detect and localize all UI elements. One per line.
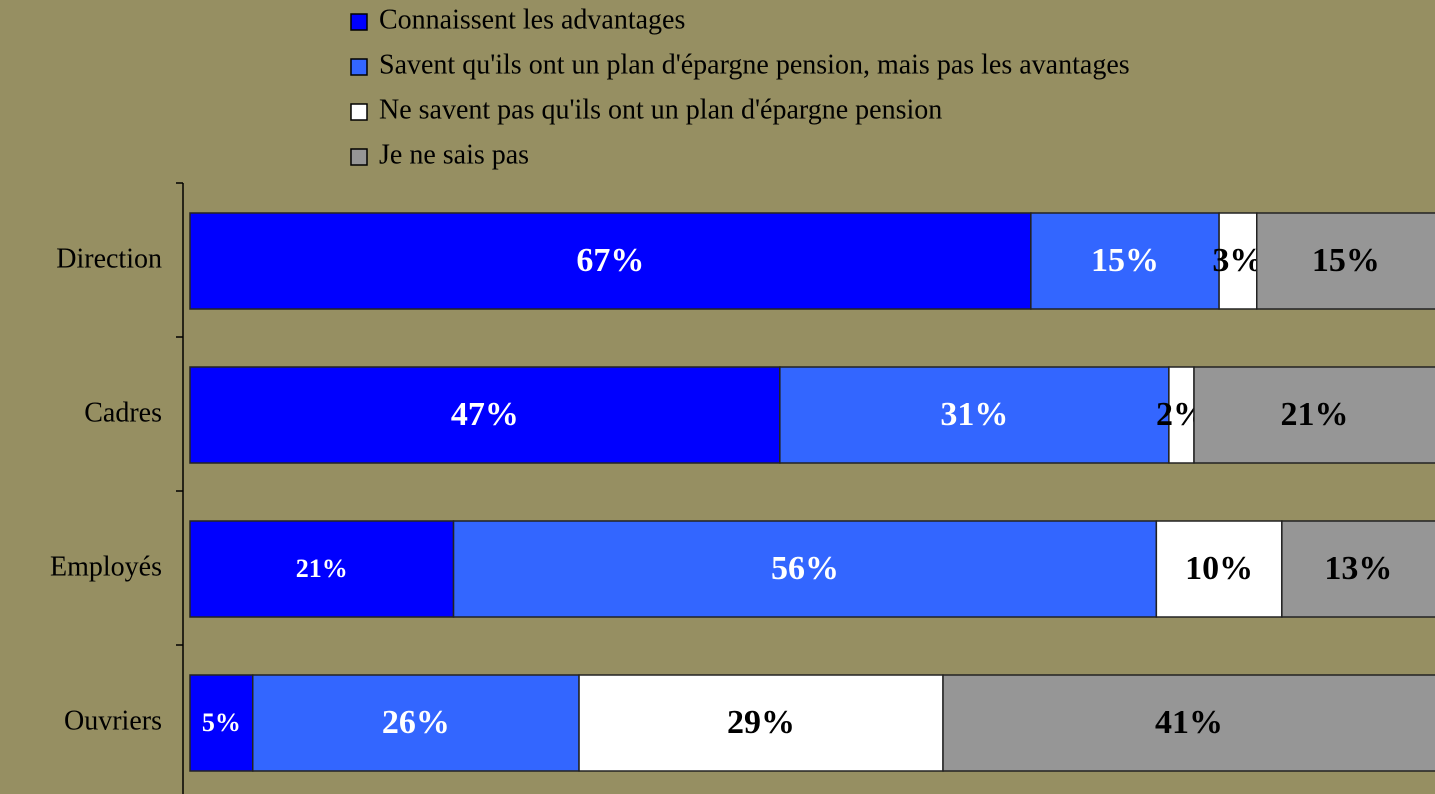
value-label: 31%: [940, 396, 1008, 433]
value-label: 41%: [1155, 704, 1223, 741]
y-tick-label: Employés: [50, 551, 162, 582]
value-label: 47%: [451, 396, 519, 433]
bar-segment: [252, 674, 580, 772]
legend-swatch: [350, 103, 368, 121]
bar-segment: [189, 520, 455, 618]
bar-segment: [452, 520, 1158, 618]
bar-segment: [1193, 366, 1435, 464]
bar-segment: [578, 674, 944, 772]
value-label: 15%: [1091, 242, 1159, 279]
value-label: 3%: [1212, 242, 1263, 279]
legend-swatch: [350, 148, 368, 166]
value-label: 5%: [202, 708, 241, 737]
value-label: 13%: [1324, 550, 1392, 587]
bar-segment: [1155, 520, 1283, 618]
value-label: 10%: [1185, 550, 1253, 587]
y-tick-label: Direction: [56, 243, 162, 274]
bar-segment: [1281, 520, 1435, 618]
y-tick-label: Cadres: [84, 397, 162, 428]
bar-segment: [1030, 212, 1220, 310]
legend-label: Je ne sais pas: [379, 139, 529, 170]
value-label: 15%: [1312, 242, 1380, 279]
bar-segment: [189, 366, 781, 464]
value-label: 29%: [727, 704, 795, 741]
legend-label: Connaissent les advantages: [379, 4, 685, 35]
bar-segment: [189, 212, 1032, 310]
value-label: 21%: [296, 554, 348, 583]
value-label: 67%: [576, 242, 644, 279]
bar-segment: [1256, 212, 1435, 310]
bar-segment: [779, 366, 1170, 464]
bar-segment: [189, 674, 254, 772]
bar-segment: [1168, 366, 1195, 464]
legend-swatch: [350, 13, 368, 31]
value-label: 56%: [771, 550, 839, 587]
legend-label: Ne savent pas qu'ils ont un plan d'éparg…: [379, 94, 942, 125]
legend-label: Savent qu'ils ont un plan d'épargne pens…: [379, 49, 1130, 80]
bar-segment: [942, 674, 1435, 772]
value-label: 21%: [1281, 396, 1349, 433]
y-tick-label: Ouvriers: [64, 705, 162, 736]
value-label: 26%: [382, 704, 450, 741]
legend-swatch: [350, 58, 368, 76]
